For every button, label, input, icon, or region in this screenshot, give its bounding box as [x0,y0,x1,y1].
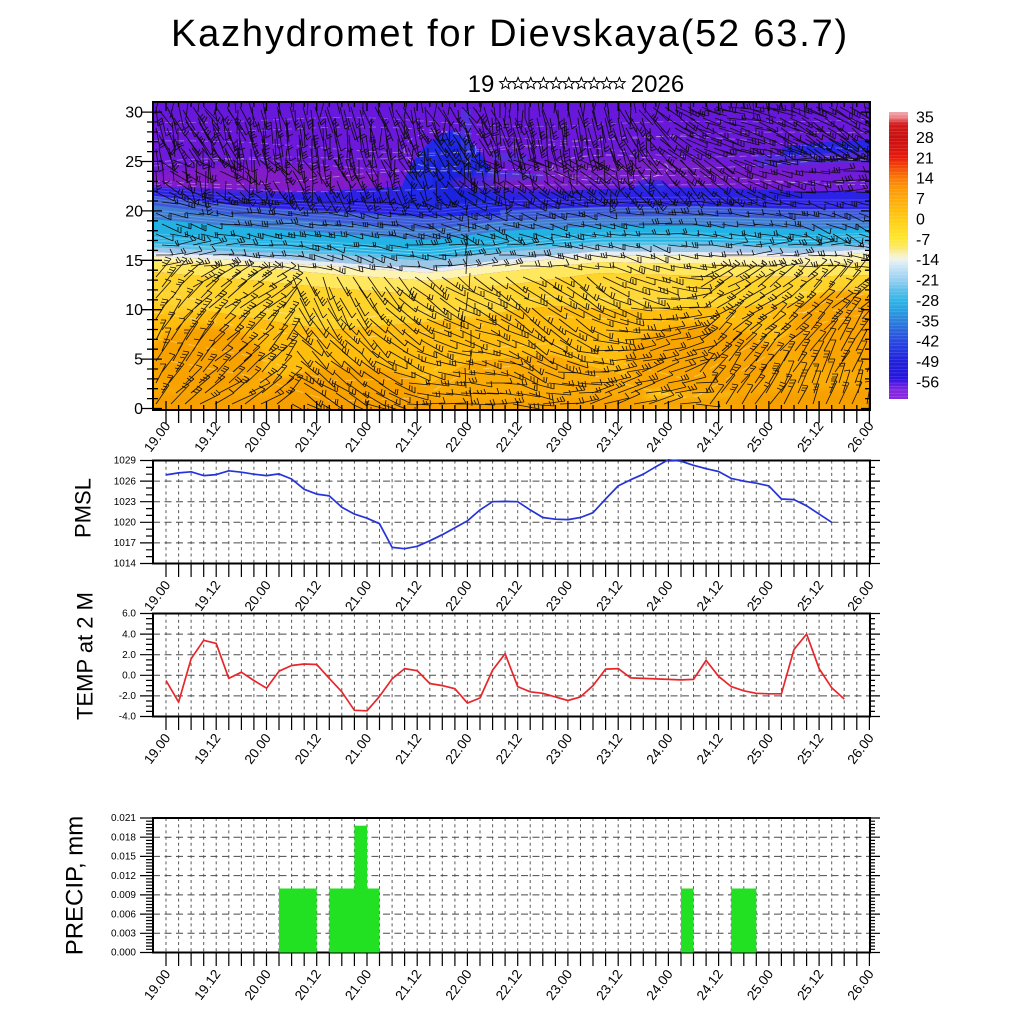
svg-text:0.0: 0.0 [122,671,136,682]
svg-text:20: 20 [125,203,143,220]
svg-text:0.009: 0.009 [111,890,136,901]
svg-text:7: 7 [916,191,925,208]
svg-text:4.0: 4.0 [122,629,136,640]
svg-text:0.000: 0.000 [111,948,136,959]
svg-text:15: 15 [125,253,143,270]
svg-text:6.0: 6.0 [122,609,136,620]
svg-text:0.006: 0.006 [111,909,136,920]
svg-text:PMSL: PMSL [71,478,96,538]
svg-text:0.021: 0.021 [111,813,136,824]
svg-text:1029: 1029 [114,456,137,467]
svg-text:0.012: 0.012 [111,871,136,882]
svg-text:-14: -14 [916,252,939,269]
svg-text:Kazhydromet for Dievskaya(52 6: Kazhydromet for Dievskaya(52 63.7) [171,13,849,55]
svg-text:2026: 2026 [631,71,684,98]
svg-text:-4.0: -4.0 [119,712,137,723]
svg-text:-56: -56 [916,374,939,391]
svg-text:0.015: 0.015 [111,852,136,863]
svg-text:25: 25 [125,154,143,171]
svg-text:21: 21 [916,150,934,167]
svg-text:0: 0 [134,401,143,418]
svg-text:30: 30 [125,105,143,122]
svg-text:-42: -42 [916,334,939,351]
svg-text:0: 0 [916,211,925,228]
svg-text:1014: 1014 [114,559,137,570]
svg-text:PRECIP, mm: PRECIP, mm [62,816,89,956]
svg-text:-35: -35 [916,313,939,330]
svg-text:0.003: 0.003 [111,929,136,940]
svg-text:14: 14 [916,171,934,188]
svg-text:35: 35 [916,110,934,127]
svg-text:28: 28 [916,130,934,147]
svg-text:0.018: 0.018 [111,832,136,843]
svg-text:-21: -21 [916,273,939,290]
svg-text:10: 10 [125,302,143,319]
svg-text:5: 5 [134,352,143,369]
svg-text:1020: 1020 [114,518,137,529]
svg-text:TEMP at 2 M: TEMP at 2 M [72,592,97,720]
svg-text:-49: -49 [916,354,939,371]
svg-text:2.0: 2.0 [122,650,136,661]
svg-text:19: 19 [468,71,495,98]
svg-text:1017: 1017 [114,538,137,549]
svg-text:1023: 1023 [114,497,137,508]
svg-text:-7: -7 [916,232,930,249]
svg-text:1026: 1026 [114,476,137,487]
svg-text:-28: -28 [916,293,939,310]
svg-text:-2.0: -2.0 [119,691,137,702]
